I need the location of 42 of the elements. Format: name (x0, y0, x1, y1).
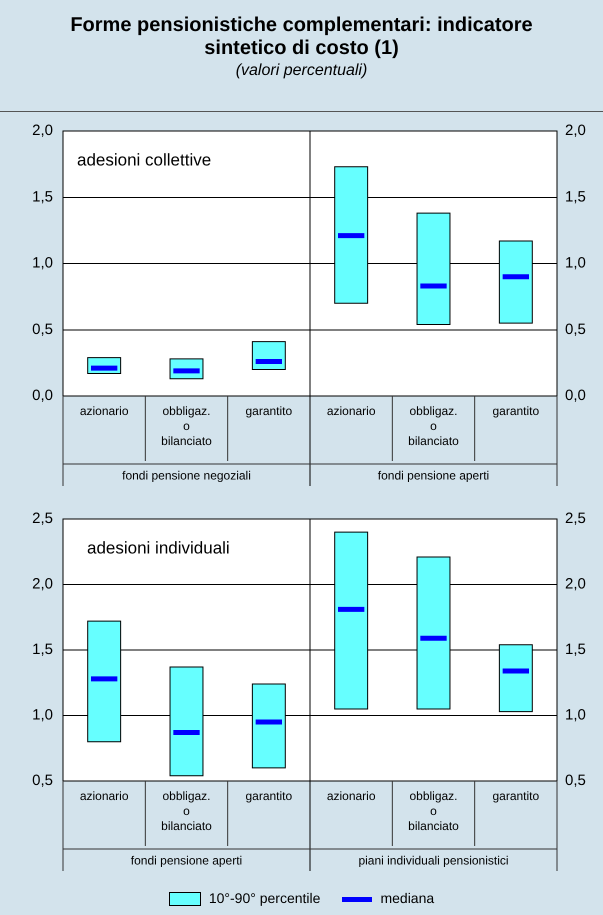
y2-tick-label: 0,0 (565, 387, 586, 404)
y2-tick-label: 2,5 (565, 510, 586, 528)
annotation: adesioni collettive (77, 150, 212, 170)
text: mediana (379, 890, 434, 906)
y-tick-label: 1,5 (32, 641, 53, 658)
y-tick-label: 0,0 (32, 387, 53, 404)
y-tick-label: 1,5 (32, 188, 53, 206)
x-tick-label: obbligaz. o bilanciato (408, 788, 460, 833)
y2-tick-label: 0,5 (565, 772, 586, 790)
y2-tick-label: 1,0 (565, 254, 586, 272)
y2-tick-label: 1,0 (565, 706, 586, 724)
text: fondi pensione aperti (130, 853, 242, 868)
y-tick-label: 0,5 (32, 772, 53, 790)
x-tick-label: azionario (80, 404, 129, 418)
annotation: adesioni individuali (87, 538, 230, 558)
x-tick-label: garantito (245, 404, 293, 418)
x-tick-label: azionario (326, 404, 376, 418)
y-tick-label: 2,0 (32, 576, 53, 593)
text: fondi pensione aperti (378, 468, 490, 482)
x-tick-label: azionario (326, 788, 376, 803)
y2-tick-label: 1,5 (565, 641, 586, 658)
x-tick-label: garantito (492, 404, 540, 418)
y2-tick-label: 1,5 (565, 188, 586, 206)
x-tick-label: garantito (492, 788, 540, 803)
chart-title: Forme pensionistiche complementari: indicatore sintetico di costo (1) (69, 14, 534, 60)
y-tick-label: 2,0 (32, 122, 53, 140)
x-tick-label: garantito (245, 788, 293, 803)
text: fondi pensione negoziali (122, 468, 251, 482)
y-tick-label: 1,0 (32, 254, 53, 272)
text: piani individuali pensionistici (358, 853, 509, 868)
x-tick-label: azionario (80, 788, 129, 803)
y-tick-label: 0,5 (32, 320, 53, 338)
y-tick-label: 1,0 (32, 706, 53, 724)
chart-subtitle: (valori percentuali) (234, 62, 368, 80)
y2-tick-label: 2,0 (565, 122, 586, 140)
x-tick-label: obbligaz. o bilanciato (161, 788, 212, 833)
y2-tick-label: 0,5 (565, 320, 586, 338)
legend-label: 10°-90° percentile (208, 890, 320, 906)
y-tick-label: 2,5 (32, 510, 53, 528)
y2-tick-label: 2,0 (565, 576, 586, 593)
x-tick-label: obbligaz. o bilanciato (161, 404, 212, 448)
x-tick-label: obbligaz. o bilanciato (408, 404, 460, 448)
